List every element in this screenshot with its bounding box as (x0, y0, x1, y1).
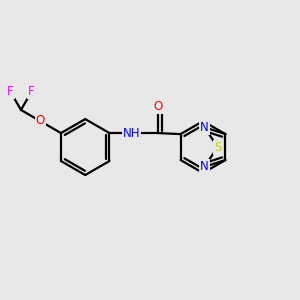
Text: O: O (35, 115, 45, 128)
Text: F: F (7, 85, 14, 98)
Text: NH: NH (123, 127, 140, 140)
Text: S: S (214, 141, 221, 154)
Text: N: N (200, 121, 209, 134)
Text: N: N (200, 160, 209, 173)
Text: F: F (28, 85, 35, 98)
Text: O: O (153, 100, 163, 113)
